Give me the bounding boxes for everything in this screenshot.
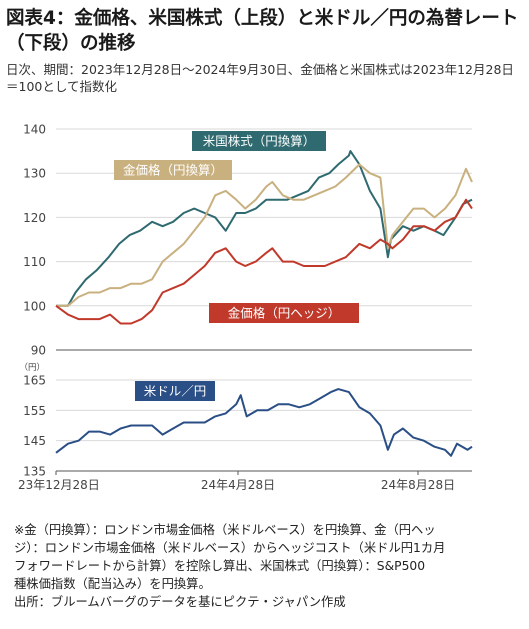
series-label: 金価格（円換算）: [123, 163, 223, 178]
y-tick-label: 90: [31, 344, 46, 358]
y-tick-label: 140: [23, 123, 46, 137]
y-unit-label: （円）: [19, 362, 45, 373]
series-label: 米国株式（円換算）: [203, 134, 316, 149]
series-label-box: [114, 160, 232, 180]
series-label-box: [192, 131, 326, 151]
series-label: 米ドル／円: [144, 384, 207, 399]
series-line: [56, 150, 473, 307]
series-label-box: [135, 381, 215, 401]
y-tick-label: 120: [23, 211, 46, 225]
y-tick-label: 130: [23, 167, 46, 181]
y-tick-label: 135: [23, 465, 46, 479]
notes: ※金（円換算）：ロンドン市場金価格（米ドルベース）を円換算、金（円ヘッ ジ）：ロ…: [14, 521, 522, 611]
y-tick-label: 100: [23, 299, 46, 313]
note-line: 種株価指数（配当込み）を円換算。: [14, 577, 211, 591]
note-line: フォワードレートから計算）を控除し算出、米国株式（円換算）：S&P500: [14, 559, 426, 573]
subtitle: 日次、期間：2023年12月28日～2024年9月30日、金価格と米国株式は20…: [6, 62, 514, 94]
y-tick-label: 165: [23, 374, 46, 388]
series-line: [55, 388, 473, 457]
series-label-box: [209, 303, 359, 323]
series-line: [55, 198, 473, 325]
page-title: 図表4：金価格、米国株式（上段）と米ドル／円の為替レート（下段）の推移: [6, 8, 519, 54]
note-line: ジ）：ロンドン市場金価格（米ドルベース）からヘッジコスト（米ドル円1カ月: [14, 541, 446, 555]
series-line: [56, 163, 473, 307]
y-tick-label: 145: [23, 434, 46, 448]
source-line: 出所：ブルームバーグのデータを基にピクテ・ジャパン作成: [14, 595, 346, 609]
x-tick-label: 24年4月28日: [201, 478, 275, 492]
x-tick-label: 23年12月28日: [18, 478, 100, 492]
note-line: ※金（円換算）：ロンドン市場金価格（米ドルベース）を円換算、金（円ヘッ: [14, 523, 436, 537]
x-tick-label: 24年8月28日: [381, 478, 455, 492]
y-tick-label: 155: [23, 404, 46, 418]
series-label: 金価格（円ヘッジ）: [228, 306, 341, 321]
y-tick-label: 110: [23, 255, 46, 269]
